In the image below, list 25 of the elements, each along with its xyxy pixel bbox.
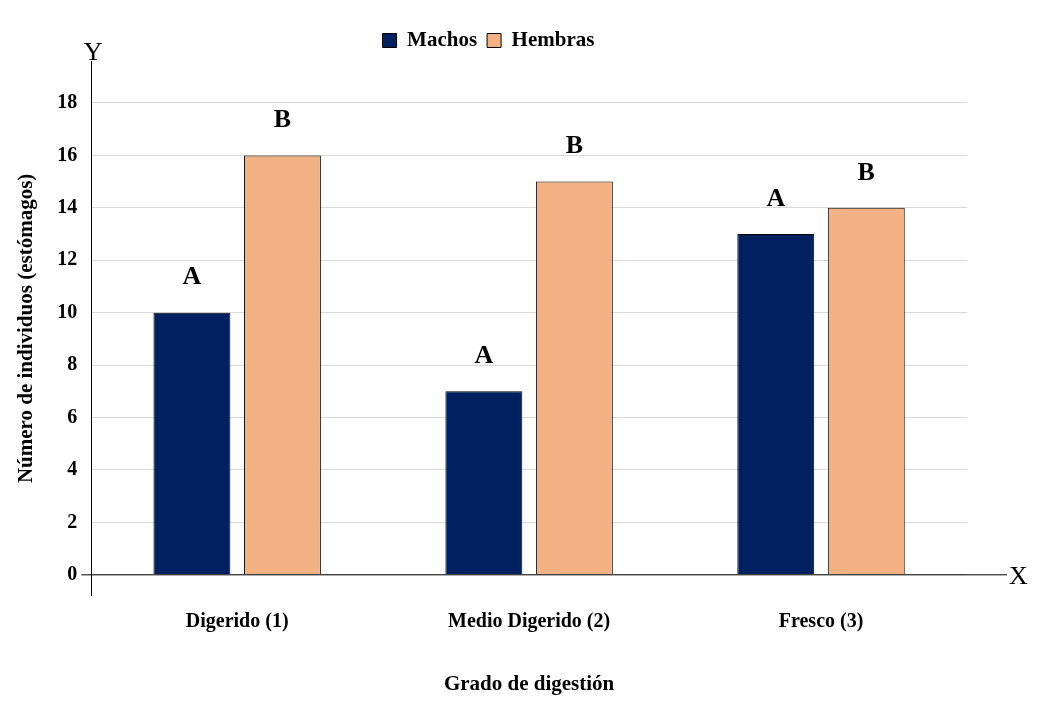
y-axis-title: Número de individuos (estómagos) [13,173,38,484]
annotation: B [273,104,292,134]
y-tick-label: 6 [67,404,78,427]
legend-label: Machos [407,26,478,51]
text: X [1009,560,1028,590]
x-tick-label: Fresco (3) [778,608,864,632]
y-tick-label: 2 [67,509,78,532]
annotation: B [565,130,584,160]
y-tick-label: 0 [67,562,78,584]
annotation: Y [83,36,103,66]
annotation: A [474,340,494,370]
x-axis-title: Grado de digestión [443,670,615,695]
annotation: A [182,261,202,291]
y-tick-label: 4 [67,457,78,480]
y-tick-label: 10 [57,299,78,322]
annotation: A [766,182,786,212]
y-tick-label: 12 [57,247,78,270]
legend-label: Hembras [511,26,595,51]
x-tick-label: Medio Digerido (2) [448,608,611,632]
y-tick-label: 18 [57,90,78,113]
y-tick-label: 16 [57,142,78,165]
y-tick-label: 14 [57,194,78,217]
x-tick-label: Digerido (1) [185,608,289,632]
annotation: B [857,156,875,186]
y-tick-label: 8 [67,352,78,375]
